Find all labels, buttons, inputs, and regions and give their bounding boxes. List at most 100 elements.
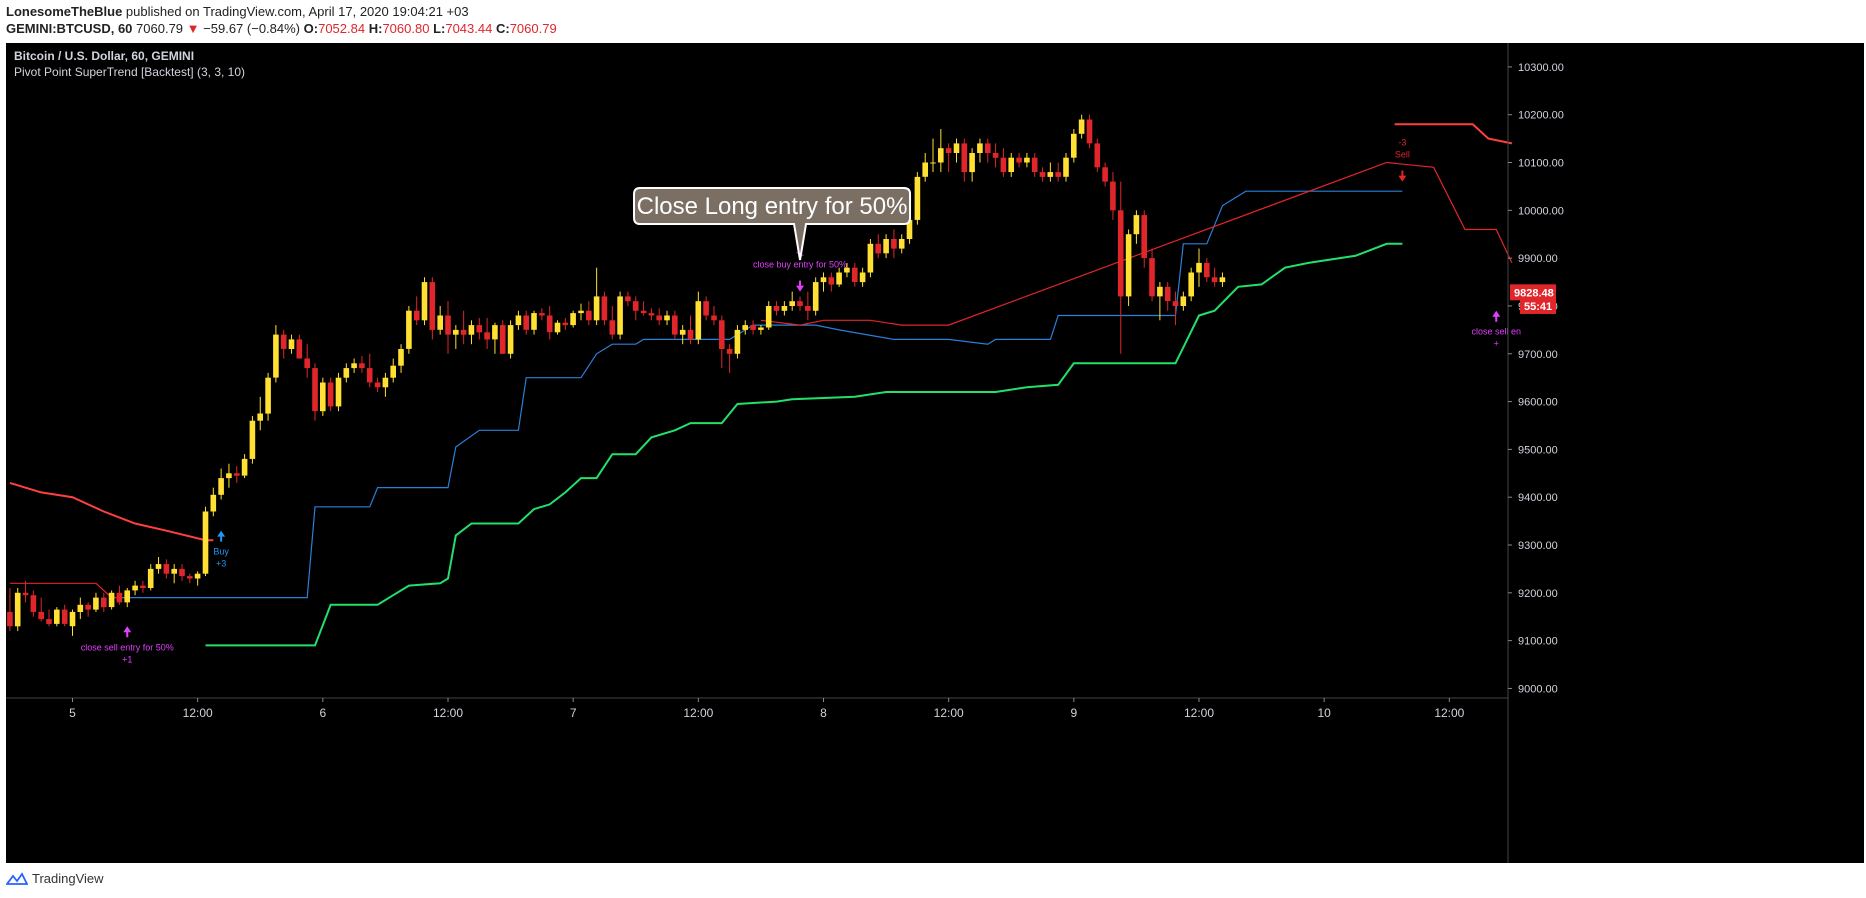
candle-body	[578, 310, 584, 314]
candle-body	[312, 368, 318, 412]
candle-body	[930, 162, 936, 164]
footer-brand[interactable]: TradingView	[32, 871, 104, 886]
candle-body	[593, 296, 600, 321]
candle-body	[711, 315, 717, 321]
candle-body	[468, 325, 475, 335]
pivot-blue-line	[119, 190, 1403, 599]
candle-body	[327, 382, 334, 407]
candle-body	[1024, 157, 1030, 163]
y-tick-label: 9200.00	[1518, 588, 1558, 600]
candle-body	[1063, 157, 1069, 177]
candle-body	[54, 609, 60, 624]
candle-body	[140, 585, 146, 588]
candle-body	[781, 306, 788, 311]
candle-body	[664, 315, 670, 321]
candle-body	[1086, 119, 1093, 144]
signal-arrow-up-icon	[1492, 310, 1501, 322]
author-name[interactable]: LonesomeTheBlue	[6, 4, 123, 19]
low-label: L:	[433, 21, 446, 36]
candle-body	[202, 511, 209, 574]
candle-body	[101, 597, 107, 608]
signal-arrow-up-icon	[123, 626, 132, 638]
candle-body	[382, 377, 389, 388]
candle-body	[155, 564, 162, 569]
candle-body	[218, 478, 224, 495]
candle-body	[523, 315, 529, 330]
candle-body	[1008, 157, 1014, 172]
candle-body	[531, 313, 537, 330]
candle-body	[1180, 296, 1187, 306]
candle-body	[429, 282, 436, 330]
x-tick-label: 12:00	[433, 706, 463, 720]
candle-body	[773, 306, 780, 311]
candle-body	[304, 358, 310, 369]
candle-body	[147, 568, 154, 588]
x-tick-label: 6	[319, 706, 326, 720]
candle-body	[46, 619, 52, 624]
last-price: 7060.79	[136, 21, 184, 36]
candle-body	[257, 413, 263, 421]
candle-body	[687, 329, 694, 340]
candle-body	[366, 368, 373, 383]
candle-body	[69, 611, 76, 627]
candle-body	[859, 272, 866, 283]
candle-body	[703, 301, 709, 316]
supertrend-red-line	[9, 481, 214, 542]
price-change: −59.67 (−0.84%)	[203, 21, 301, 36]
symbol-quote-row: GEMINI:BTCUSD, 60 7060.79 ▼ −59.67 (−0.8…	[6, 21, 557, 37]
candle-body	[891, 239, 897, 249]
candle-body	[1204, 262, 1210, 278]
candle-body	[969, 153, 975, 173]
candle-body	[1141, 215, 1147, 259]
candle-body	[296, 339, 303, 359]
axes: 10300.00 10200.00 10100.00 10000.00 9900.00 9…	[6, 43, 1564, 863]
x-tick-label: 12:00	[183, 706, 213, 720]
signal-label: close sell entry for 50%	[81, 642, 174, 652]
candle-body	[797, 301, 803, 306]
candle-body	[625, 296, 631, 302]
candle-body	[570, 313, 576, 326]
candle-body	[194, 573, 201, 579]
candle-body	[1102, 167, 1108, 182]
chart-area[interactable]: Bitcoin / U.S. Dollar, 60, GEMINI Pivot …	[6, 43, 1864, 863]
signal-arrow-down-icon	[1398, 170, 1407, 182]
candle-body	[398, 349, 404, 366]
candle-body	[546, 315, 553, 333]
candle-body	[280, 334, 287, 349]
candle-body	[265, 377, 271, 414]
candle-body	[1157, 286, 1163, 297]
candles	[7, 114, 1226, 636]
candle-body	[617, 296, 623, 335]
x-tick-label: 12:00	[934, 706, 964, 720]
candle-body	[1188, 272, 1194, 297]
candle-body	[765, 306, 772, 328]
x-tick-label: 9	[1070, 706, 1077, 720]
candle-body	[820, 277, 827, 283]
candle-body	[288, 339, 295, 349]
candle-body	[85, 604, 91, 610]
candle-body	[1211, 277, 1218, 283]
callout-text: Close Long entry for 50%	[637, 193, 908, 220]
price-tag-label: 55:41	[1524, 301, 1552, 313]
publish-info: LonesomeTheBlue published on TradingView…	[6, 4, 469, 20]
x-tick-label: 12:00	[1434, 706, 1464, 720]
chart-svg[interactable]: Bitcoin / U.S. Dollar, 60, GEMINI Pivot …	[6, 43, 1864, 863]
y-tick-label: 9900.00	[1518, 253, 1558, 265]
candle-body	[852, 267, 858, 282]
signal-arrow-up-icon	[217, 530, 226, 542]
signal-qty: +	[1494, 339, 1499, 349]
y-tick-label: 9600.00	[1518, 397, 1558, 409]
supertrend-green-line	[205, 242, 1403, 647]
open-value: 7052.84	[318, 21, 366, 36]
candle-body	[719, 320, 725, 349]
candle-body	[1125, 234, 1132, 297]
candle-body	[1110, 181, 1116, 211]
tradingview-logo-icon[interactable]	[6, 871, 28, 886]
candle-body	[445, 315, 451, 335]
x-tick-label: 12:00	[683, 706, 713, 720]
candle-body	[1071, 133, 1077, 158]
candle-body	[1164, 286, 1171, 302]
indicator-title: Pivot Point SuperTrend [Backtest] (3, 3,…	[14, 65, 245, 79]
candle-body	[758, 327, 764, 330]
candle-body	[961, 143, 968, 173]
